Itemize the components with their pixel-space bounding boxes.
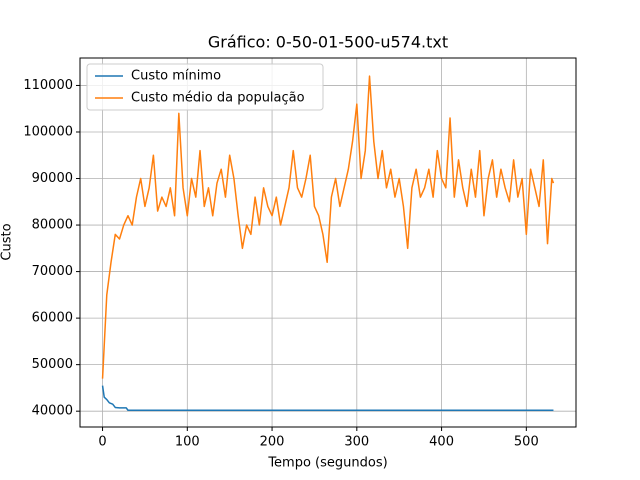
legend-label: Custo médio da população	[131, 91, 305, 106]
x-tick-label: 200	[260, 435, 285, 450]
plot	[101, 75, 555, 411]
legend: Custo mínimo Custo médio da população	[86, 63, 324, 111]
x-tick-label: 400	[429, 435, 454, 450]
x-axis-label: Tempo (segundos)	[267, 456, 387, 471]
y-tick-label: 50000	[32, 357, 73, 372]
legend-label: Custo mínimo	[131, 69, 221, 84]
y-axis-label: Custo	[0, 223, 15, 260]
series-line	[101, 75, 555, 379]
y-tick-label: 60000	[32, 311, 73, 326]
legend-box	[86, 63, 324, 111]
y-tick-label: 90000	[32, 171, 73, 186]
x-tick-label: 300	[344, 435, 369, 450]
x-tick-label: 100	[175, 435, 200, 450]
y-tick-label: 40000	[32, 404, 73, 419]
y-tick-label: 110000	[23, 78, 73, 93]
series-line	[101, 385, 554, 411]
y-tick-label: 70000	[32, 264, 73, 279]
x-tick-label: 0	[98, 435, 106, 450]
grid	[80, 58, 576, 427]
axes: 0 100 200 300 400 500 40000 50000 60000 70000 8000…	[23, 78, 538, 450]
x-tick-label: 500	[514, 435, 539, 450]
plot-frame	[79, 57, 577, 428]
y-tick-label: 100000	[23, 124, 73, 139]
chart-title: Gráfico: 0-50-01-500-u574.txt	[208, 33, 448, 52]
y-tick-label: 80000	[32, 218, 73, 233]
